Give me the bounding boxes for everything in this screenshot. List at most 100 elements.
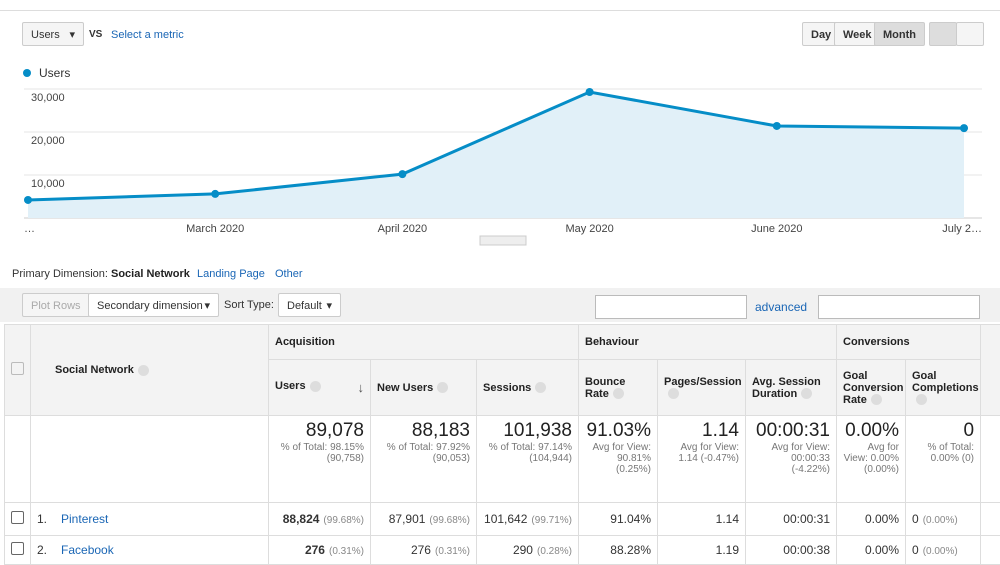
rank: 2. — [37, 543, 47, 557]
dimension-option[interactable]: Landing Page — [197, 268, 265, 280]
cell-value: 276 — [411, 543, 431, 557]
total-cell: 88,183% of Total: 97.92% (90,053) — [371, 416, 477, 503]
checkbox-header — [5, 325, 31, 416]
cell-value: 0 — [912, 543, 919, 557]
column-title: Users — [275, 380, 306, 392]
dimension-option[interactable]: Other — [275, 268, 303, 280]
column-header[interactable]: Goal Conversion Rate — [837, 360, 906, 416]
checkbox[interactable] — [11, 511, 24, 524]
legend-label: Users — [39, 66, 70, 80]
total-note: Avg for View: 00:00:33 (-4.22%) — [752, 442, 830, 475]
sort-value: Default — [287, 300, 322, 312]
total-cell: 101,938% of Total: 97.14% (104,944) — [477, 416, 579, 503]
value-cell: 88.28% — [579, 536, 658, 565]
help-icon — [535, 382, 546, 393]
value-cell: 101,642(99.71%) — [477, 503, 579, 536]
total-note: Avg for View: 1.14 (-0.47%) — [664, 442, 739, 464]
value-cell: 276 (0.31%) — [371, 536, 477, 565]
point — [586, 88, 594, 96]
cell-value: 91.04% — [610, 512, 651, 526]
total-value: 1.14 — [664, 420, 739, 442]
cell-value: 1.14 — [716, 512, 739, 526]
column-header[interactable]: New Users — [371, 360, 477, 416]
value-cell: 87,901(99.68%) — [371, 503, 477, 536]
cell-value: 101,642 — [484, 512, 527, 526]
total-value: 88,183 — [377, 420, 470, 442]
row-name[interactable]: Pinterest — [61, 512, 108, 526]
value-cell: 276(0.31%) — [269, 536, 371, 565]
y-tick-label: 20,000 — [31, 135, 65, 147]
cell-percent: (99.68%) — [323, 515, 364, 526]
cell-percent: (0.28%) — [537, 546, 572, 557]
total-note: % of Total: 0.00% (0) — [912, 442, 974, 464]
column-title: Pages/Session — [664, 376, 742, 388]
plot-rows[interactable]: Plot Rows — [22, 293, 90, 317]
column-header[interactable]: Users ↓ — [269, 360, 371, 416]
cell-percent: (99.68%) — [429, 515, 470, 526]
column-header[interactable]: Bounce Rate — [579, 360, 658, 416]
group-header: Conversions — [837, 325, 981, 360]
cell-percent: (0.00%) — [923, 546, 958, 557]
empty-cell — [31, 416, 269, 503]
value-cell: 1.19 — [658, 536, 746, 565]
help-icon — [437, 382, 448, 393]
view-icons[interactable] — [818, 295, 980, 319]
cell-value: 276 — [305, 543, 325, 557]
value-cell: 00:00:31 — [746, 503, 837, 536]
secondary-dimension[interactable]: Secondary dimension▾ — [88, 293, 219, 317]
value-cell: 0 (0.00%) — [906, 503, 981, 536]
checkbox-cell — [5, 503, 31, 536]
row-name[interactable]: Facebook — [61, 543, 114, 557]
value-cell: 1.14 — [658, 503, 746, 536]
cell-value: 0.00% — [865, 543, 899, 557]
advanced-link[interactable]: advanced — [755, 300, 807, 314]
sort-arrow: ↓ — [358, 380, 365, 395]
help-icon — [613, 388, 624, 399]
name-cell: 2. Facebook — [31, 536, 269, 565]
help-icon — [310, 381, 321, 392]
total-note: % of Total: 98.15% (90,758) — [275, 442, 364, 464]
cell-value: 290 — [513, 543, 533, 557]
cell-value: 0 — [912, 512, 919, 526]
value-cell: 290 (0.28%) — [477, 536, 579, 565]
sort-label: Sort Type: — [224, 299, 274, 311]
name-cell: 1.Pinterest — [31, 503, 269, 536]
help-icon — [668, 388, 679, 399]
help-icon — [871, 394, 882, 405]
checkbox-cell — [5, 536, 31, 565]
search-box[interactable] — [595, 295, 747, 319]
total-note: % of Total: 97.14% (104,944) — [483, 442, 572, 464]
sort-dropdown[interactable]: Default▾ — [278, 293, 341, 317]
cell-value: 88,824 — [283, 512, 320, 526]
point — [24, 196, 32, 204]
empty-cell — [5, 416, 31, 503]
collapse-tab[interactable] — [480, 236, 526, 245]
value-cell: 91.04% — [579, 503, 658, 536]
total-value: 89,078 — [275, 420, 364, 442]
cell-value: 00:00:31 — [783, 512, 830, 526]
value-cell: 88,824(99.68%) — [269, 503, 371, 536]
column-header[interactable]: Pages/Session — [658, 360, 746, 416]
value-cell: 0.00% — [837, 536, 906, 565]
help-icon — [138, 365, 149, 376]
column-title: New Users — [377, 382, 433, 394]
cell-percent: (0.00%) — [923, 515, 958, 526]
column-header[interactable]: Goal Completions — [906, 360, 981, 416]
total-note: Avg for View: 0.00% (0.00%) — [843, 442, 899, 475]
cell-value: 0.00% — [865, 512, 899, 526]
y-tick-label: 10,000 — [31, 178, 65, 190]
cell-percent: (0.31%) — [435, 546, 470, 557]
checkbox[interactable] — [11, 362, 24, 375]
total-cell: 0.00%Avg for View: 0.00% (0.00%) — [837, 416, 906, 503]
column-header[interactable]: Avg. Session Duration — [746, 360, 837, 416]
column-header[interactable]: Sessions — [477, 360, 579, 416]
dimension-active[interactable]: Social Network — [111, 268, 190, 280]
x-tick-label: March 2020 — [186, 223, 244, 235]
secondary-label: Secondary dimension — [97, 300, 203, 312]
group-header: Behaviour — [579, 325, 837, 360]
checkbox[interactable] — [11, 542, 24, 555]
cell-value: 1.19 — [716, 543, 739, 557]
